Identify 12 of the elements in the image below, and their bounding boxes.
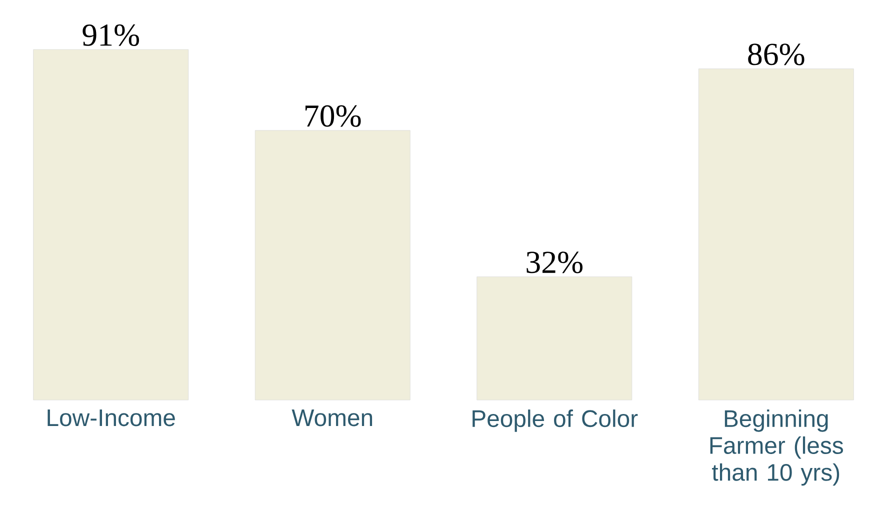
x-tick-label: People of Color [472, 410, 638, 432]
data-label: 70% [306, 105, 361, 127]
bar [476, 276, 632, 400]
bar [698, 68, 854, 400]
data-label: 86% [748, 44, 804, 66]
x-tick-label: Women [292, 410, 372, 426]
bar [254, 130, 410, 400]
bar [33, 49, 189, 400]
data-label: 91% [82, 24, 140, 46]
data-label: 32% [526, 252, 583, 274]
x-tick-label: Beginning Farmer (less than 10 yrs) [710, 410, 843, 486]
x-tick-label: Low-Income [48, 410, 175, 426]
